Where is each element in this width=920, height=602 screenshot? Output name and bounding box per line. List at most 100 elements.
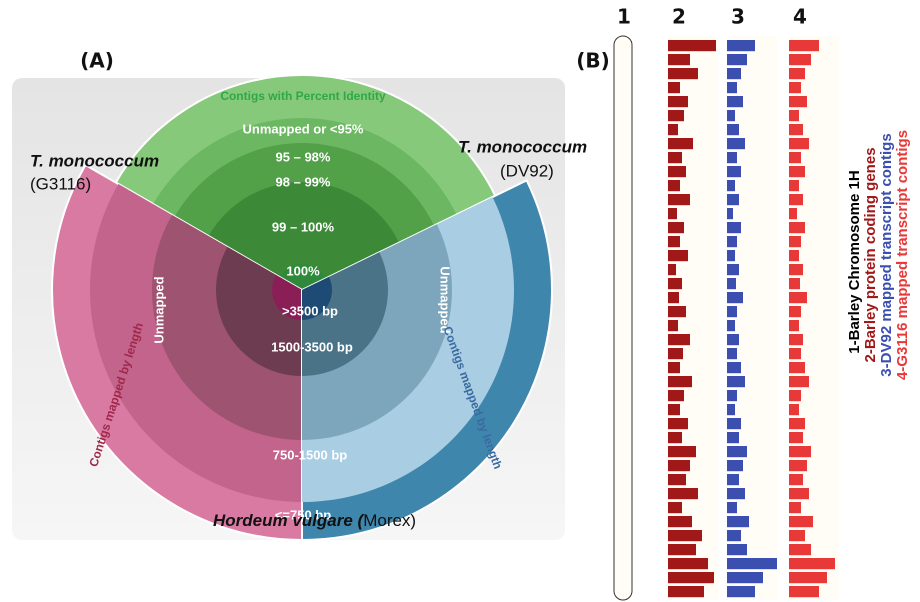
bar [789,68,805,79]
bar [789,194,803,205]
figure: (A) Contigs with Percent Identity Unmapp… [0,0,920,602]
bar [789,222,805,233]
bar [727,292,743,303]
bar [727,306,737,317]
bar [668,572,714,583]
bar [727,418,741,429]
bar [727,208,733,219]
bar [727,376,745,387]
bar [727,194,739,205]
bar [789,404,799,415]
bar [668,208,677,219]
bar [727,278,736,289]
bar [668,320,678,331]
bar [789,82,801,93]
track-number: 1 [617,5,631,29]
bar [727,166,741,177]
bar [789,446,811,457]
bar [789,432,803,443]
panel-label: (B) [576,49,610,73]
ring-label: 1500-3500 bp [271,339,353,354]
bar [668,68,698,79]
bar [668,180,680,191]
ring-label: 750-1500 bp [273,447,347,462]
bar [727,390,737,401]
bar [727,124,739,135]
bar [668,236,680,247]
bar [789,586,819,597]
species-label: Hordeum vulgare ( [213,511,366,530]
accession-label: (G3116) [30,174,91,193]
bar [789,530,805,541]
bar [668,138,693,149]
ring-label: 95 – 98% [276,149,331,164]
bar [668,278,682,289]
bar [668,376,692,387]
bar [727,152,737,163]
legend-entry: 1-Barley Chromosome 1H [846,170,863,353]
track-number: 4 [793,5,807,29]
bar [668,264,676,275]
bar [727,572,763,583]
species-label: Hordeum vulgare (Morex) [213,511,416,530]
bar [789,180,799,191]
bar [668,96,688,107]
bar [789,488,809,499]
accession-label: (DV92) [500,161,554,180]
track-number: 2 [672,5,686,29]
ring-label: Unmapped [438,266,453,333]
bar [727,348,737,359]
bar [789,572,827,583]
bar [789,278,800,289]
ring-title: Contigs with Percent Identity [220,89,386,103]
bar [789,348,801,359]
bar [789,236,801,247]
bar [668,558,708,569]
ring-label: 100% [286,263,320,278]
bar [727,544,747,555]
bar [668,488,698,499]
bar [727,488,745,499]
bar [727,264,739,275]
bar [668,432,682,443]
bar [727,586,755,597]
bar [727,516,749,527]
bar [668,362,680,373]
bar [668,82,680,93]
bar [789,110,799,121]
bar [727,180,735,191]
bar [668,460,690,471]
bar [668,586,704,597]
bar [789,376,809,387]
bar [789,264,803,275]
bar [789,390,801,401]
ring-label: 99 – 100% [272,219,335,234]
panel-label: (A) [80,49,114,73]
accession-label: Morex) [363,511,416,530]
bar [789,474,803,485]
bar [668,474,686,485]
bar [668,152,682,163]
bar [668,390,684,401]
bar [727,222,741,233]
bar [789,138,809,149]
bar [668,446,696,457]
bar [668,222,684,233]
bar [668,292,679,303]
bar [727,446,747,457]
ring-label: 98 – 99% [276,174,331,189]
bar [789,208,797,219]
bar [668,306,686,317]
bar [668,40,716,51]
bar [668,418,688,429]
bar [789,460,807,471]
bar [727,558,777,569]
bar [727,502,737,513]
bar [789,306,801,317]
bar [727,530,741,541]
bar [727,250,735,261]
ring-label: Unmapped [151,276,166,343]
bar [668,516,692,527]
bar [789,292,807,303]
